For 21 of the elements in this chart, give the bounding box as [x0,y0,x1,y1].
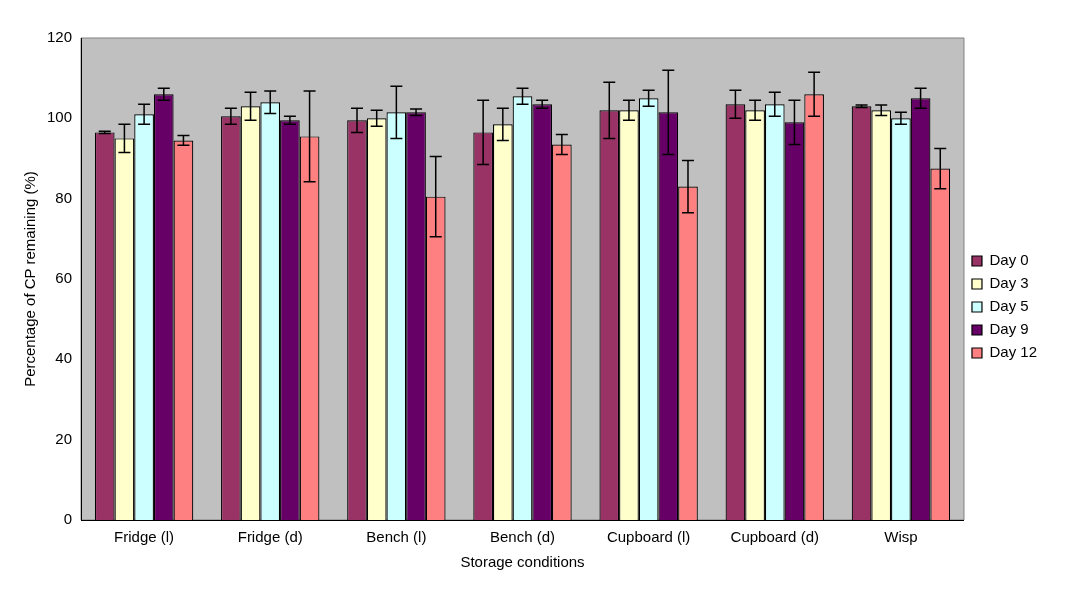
x-tick-label: Fridge (d) [237,528,303,546]
y-axis-title: Percentage of CP remaining (%) [21,171,39,387]
x-tick-label: Bench (d) [489,528,556,546]
y-tick-label: 60 [55,269,73,287]
legend-label: Day 12 [989,343,1037,361]
y-tick-label: 80 [55,188,73,206]
legend-label: Day 0 [989,251,1029,269]
y-tick-label: 0 [63,510,73,528]
x-tick-label: Cupboard (d) [730,528,819,546]
y-tick-label: 100 [47,108,73,126]
x-tick-label: Cupboard (l) [606,528,691,546]
legend-label: Day 9 [989,320,1029,338]
x-tick-label: Wisp [884,528,918,546]
x-axis-title: Storage conditions [460,553,585,571]
x-tick-label: Bench (l) [366,528,427,546]
y-tick-label: 40 [55,349,73,367]
legend-label: Day 5 [989,297,1029,315]
y-tick-label: 20 [55,429,73,447]
y-tick-label: 120 [47,28,73,46]
legend-label: Day 3 [989,274,1029,292]
x-tick-label: Fridge (l) [114,528,175,546]
